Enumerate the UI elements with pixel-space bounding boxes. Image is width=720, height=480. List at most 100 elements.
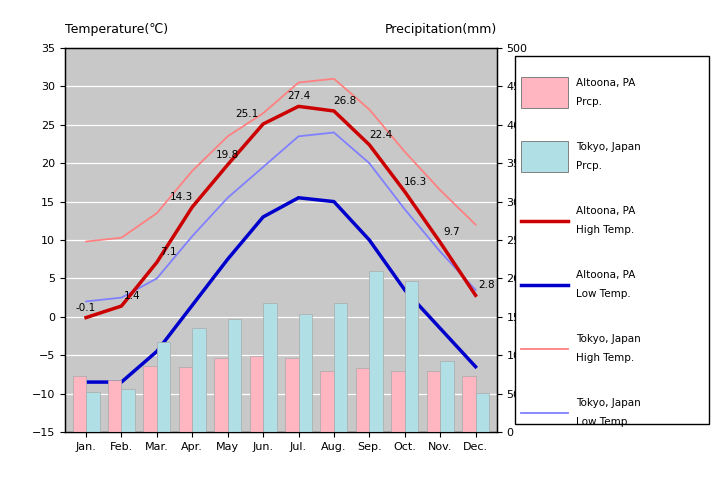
- Bar: [405, 281, 418, 432]
- Bar: [108, 380, 122, 432]
- Bar: [228, 319, 241, 432]
- Bar: [475, 393, 489, 432]
- Bar: [263, 303, 276, 432]
- Altoona, PA
High Temp.: [436, 240, 444, 245]
- Tokyo, Japan
High Temp.: [294, 80, 303, 85]
- Altoona, PA
High Temp.: [400, 189, 409, 194]
- Altoona, PA
Low Temp.: [436, 325, 444, 331]
- Bar: [320, 371, 334, 432]
- Line: Tokyo, Japan
Low Temp.: Tokyo, Japan Low Temp.: [86, 132, 475, 301]
- Text: Prcp.: Prcp.: [576, 161, 602, 171]
- FancyBboxPatch shape: [521, 142, 567, 172]
- Altoona, PA
Low Temp.: [153, 348, 161, 354]
- Text: Low Temp.: Low Temp.: [576, 418, 631, 427]
- Tokyo, Japan
High Temp.: [330, 76, 338, 82]
- Altoona, PA
Low Temp.: [223, 256, 232, 262]
- Bar: [391, 372, 405, 432]
- Bar: [157, 342, 171, 432]
- Bar: [86, 392, 99, 432]
- Tokyo, Japan
Low Temp.: [365, 160, 374, 166]
- Text: Tokyo, Japan: Tokyo, Japan: [576, 142, 641, 152]
- Altoona, PA
Low Temp.: [82, 379, 91, 385]
- Bar: [334, 303, 347, 432]
- Tokyo, Japan
Low Temp.: [188, 233, 197, 239]
- Text: Tokyo, Japan: Tokyo, Japan: [576, 398, 641, 408]
- FancyBboxPatch shape: [521, 77, 567, 108]
- Altoona, PA
Low Temp.: [330, 199, 338, 204]
- Text: 7.1: 7.1: [160, 247, 176, 257]
- Tokyo, Japan
High Temp.: [117, 235, 126, 240]
- Tokyo, Japan
High Temp.: [400, 149, 409, 155]
- Altoona, PA
High Temp.: [258, 121, 267, 127]
- Tokyo, Japan
High Temp.: [436, 187, 444, 193]
- Line: Altoona, PA
High Temp.: Altoona, PA High Temp.: [86, 107, 475, 318]
- Text: 14.3: 14.3: [169, 192, 193, 202]
- FancyBboxPatch shape: [516, 56, 708, 424]
- Tokyo, Japan
High Temp.: [258, 110, 267, 116]
- Text: 2.8: 2.8: [478, 280, 495, 290]
- Altoona, PA
High Temp.: [82, 315, 91, 321]
- Text: Altoona, PA: Altoona, PA: [576, 78, 635, 88]
- Text: Temperature(℃): Temperature(℃): [65, 24, 168, 36]
- Text: 9.7: 9.7: [443, 228, 459, 237]
- Altoona, PA
Low Temp.: [188, 302, 197, 308]
- Bar: [250, 356, 263, 432]
- Altoona, PA
High Temp.: [117, 303, 126, 309]
- Tokyo, Japan
High Temp.: [365, 107, 374, 112]
- Bar: [427, 371, 440, 432]
- Bar: [440, 360, 454, 432]
- Tokyo, Japan
Low Temp.: [436, 249, 444, 254]
- Text: Altoona, PA: Altoona, PA: [576, 270, 635, 280]
- Tokyo, Japan
High Temp.: [471, 222, 480, 228]
- Altoona, PA
Low Temp.: [471, 364, 480, 370]
- Bar: [462, 376, 475, 432]
- Bar: [143, 366, 157, 432]
- Bar: [356, 368, 369, 432]
- Tokyo, Japan
High Temp.: [82, 239, 91, 244]
- Altoona, PA
Low Temp.: [117, 379, 126, 385]
- Text: 27.4: 27.4: [287, 91, 310, 101]
- Line: Tokyo, Japan
High Temp.: Tokyo, Japan High Temp.: [86, 79, 475, 241]
- Tokyo, Japan
Low Temp.: [117, 295, 126, 300]
- Altoona, PA
High Temp.: [153, 259, 161, 265]
- Tokyo, Japan
Low Temp.: [153, 276, 161, 281]
- Text: 16.3: 16.3: [404, 177, 428, 187]
- Text: Altoona, PA: Altoona, PA: [576, 206, 635, 216]
- Altoona, PA
High Temp.: [294, 104, 303, 109]
- Tokyo, Japan
Low Temp.: [223, 195, 232, 201]
- Bar: [215, 358, 228, 432]
- Bar: [73, 376, 86, 432]
- Altoona, PA
High Temp.: [223, 162, 232, 168]
- Text: Tokyo, Japan: Tokyo, Japan: [576, 334, 641, 344]
- Altoona, PA
Low Temp.: [365, 237, 374, 243]
- Tokyo, Japan
Low Temp.: [330, 130, 338, 135]
- Bar: [192, 328, 206, 432]
- Tokyo, Japan
Low Temp.: [82, 299, 91, 304]
- Tokyo, Japan
High Temp.: [188, 168, 197, 174]
- Altoona, PA
Low Temp.: [258, 214, 267, 220]
- Text: 22.4: 22.4: [369, 130, 392, 140]
- Altoona, PA
Low Temp.: [294, 195, 303, 201]
- Tokyo, Japan
Low Temp.: [400, 206, 409, 212]
- Altoona, PA
Low Temp.: [400, 287, 409, 293]
- Text: Precipitation(mm): Precipitation(mm): [384, 24, 497, 36]
- Altoona, PA
High Temp.: [330, 108, 338, 114]
- Bar: [179, 368, 192, 432]
- Altoona, PA
High Temp.: [188, 204, 197, 210]
- Bar: [122, 389, 135, 432]
- Text: High Temp.: High Temp.: [576, 226, 634, 235]
- Tokyo, Japan
Low Temp.: [294, 133, 303, 139]
- Tokyo, Japan
Low Temp.: [471, 287, 480, 293]
- Altoona, PA
High Temp.: [365, 142, 374, 148]
- Altoona, PA
High Temp.: [471, 292, 480, 298]
- Text: 25.1: 25.1: [235, 109, 258, 119]
- Text: -0.1: -0.1: [76, 302, 96, 312]
- Text: Low Temp.: Low Temp.: [576, 289, 631, 300]
- Text: 26.8: 26.8: [333, 96, 356, 106]
- Bar: [299, 314, 312, 432]
- Text: 1.4: 1.4: [125, 291, 141, 301]
- Tokyo, Japan
High Temp.: [153, 210, 161, 216]
- Text: Prcp.: Prcp.: [576, 97, 602, 108]
- Tokyo, Japan
High Temp.: [223, 133, 232, 139]
- Text: 19.8: 19.8: [216, 150, 239, 160]
